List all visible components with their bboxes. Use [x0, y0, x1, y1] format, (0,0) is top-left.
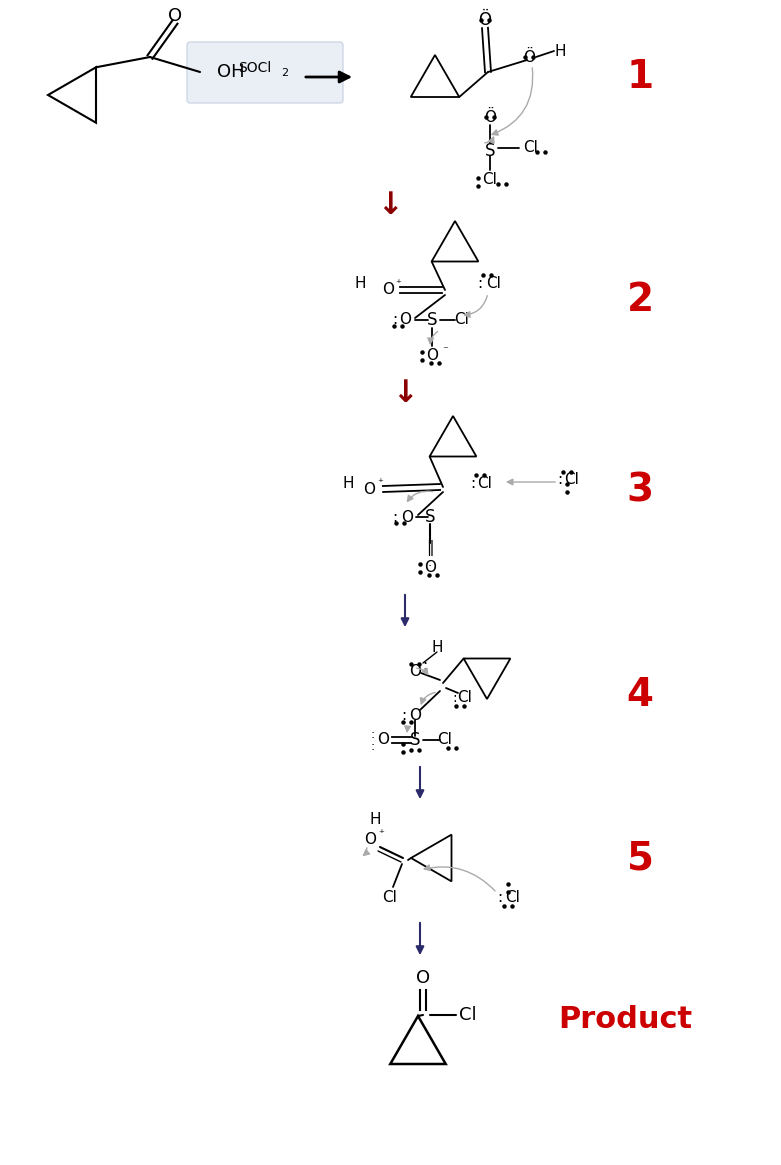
Text: S: S: [410, 730, 420, 749]
Text: Ö: Ö: [484, 110, 496, 125]
Text: Cl: Cl: [505, 890, 520, 905]
Text: :: :: [371, 727, 375, 741]
Text: ⁺: ⁺: [378, 829, 384, 839]
Text: H: H: [555, 43, 565, 58]
Text: S: S: [485, 142, 495, 160]
Text: ⁺: ⁺: [377, 478, 383, 488]
Text: ⁻: ⁻: [442, 345, 448, 355]
Text: S: S: [425, 508, 435, 527]
Text: 2: 2: [626, 281, 654, 319]
Text: Cl: Cl: [458, 691, 473, 706]
Text: Cl: Cl: [487, 275, 501, 290]
Text: Cl: Cl: [523, 141, 538, 155]
Text: O: O: [401, 509, 413, 524]
Text: O: O: [409, 664, 421, 679]
Text: :: :: [423, 658, 427, 673]
Text: Ö: Ö: [523, 49, 535, 64]
Text: H: H: [369, 812, 381, 827]
Text: SOCl: SOCl: [238, 61, 272, 75]
Text: :: :: [428, 557, 432, 570]
Text: 2: 2: [281, 68, 288, 78]
Text: H: H: [431, 641, 443, 656]
Text: Cl: Cl: [477, 475, 493, 490]
Text: :: :: [453, 691, 458, 705]
Text: :: :: [470, 475, 476, 490]
Text: O: O: [364, 833, 376, 847]
Text: O: O: [424, 560, 436, 576]
Text: O: O: [168, 7, 182, 24]
Text: Ö: Ö: [479, 10, 491, 29]
Text: :: :: [497, 890, 502, 905]
Text: Cl: Cl: [459, 1007, 477, 1024]
Text: ↓: ↓: [392, 379, 418, 408]
Text: O: O: [409, 707, 421, 722]
Text: :: :: [392, 509, 398, 524]
Text: O: O: [363, 481, 375, 496]
Text: ⁺: ⁺: [395, 278, 401, 289]
Text: :: :: [477, 275, 483, 290]
Text: 5: 5: [626, 839, 654, 877]
FancyBboxPatch shape: [187, 42, 343, 103]
Text: ↓: ↓: [377, 191, 403, 219]
Text: 1: 1: [626, 58, 654, 96]
Text: :: :: [392, 312, 398, 327]
Text: O: O: [377, 733, 389, 748]
Text: O: O: [426, 347, 438, 362]
Text: ‖: ‖: [426, 541, 433, 556]
Text: OH: OH: [217, 63, 244, 82]
Text: 3: 3: [626, 471, 654, 509]
Text: :: :: [371, 740, 375, 753]
Text: Cl: Cl: [437, 733, 452, 748]
Text: Cl: Cl: [383, 890, 398, 905]
Text: Cl: Cl: [565, 473, 580, 487]
Text: 4: 4: [626, 676, 654, 714]
Text: :: :: [558, 473, 562, 487]
Text: Cl: Cl: [455, 312, 469, 327]
Text: Cl: Cl: [483, 172, 497, 188]
Text: S: S: [426, 311, 437, 329]
Text: :: :: [401, 707, 407, 722]
Text: Product: Product: [558, 1005, 692, 1035]
Text: O: O: [399, 312, 411, 327]
Text: O: O: [416, 969, 430, 987]
Text: O: O: [382, 282, 394, 297]
Text: H: H: [355, 276, 366, 291]
Text: H: H: [342, 475, 354, 490]
